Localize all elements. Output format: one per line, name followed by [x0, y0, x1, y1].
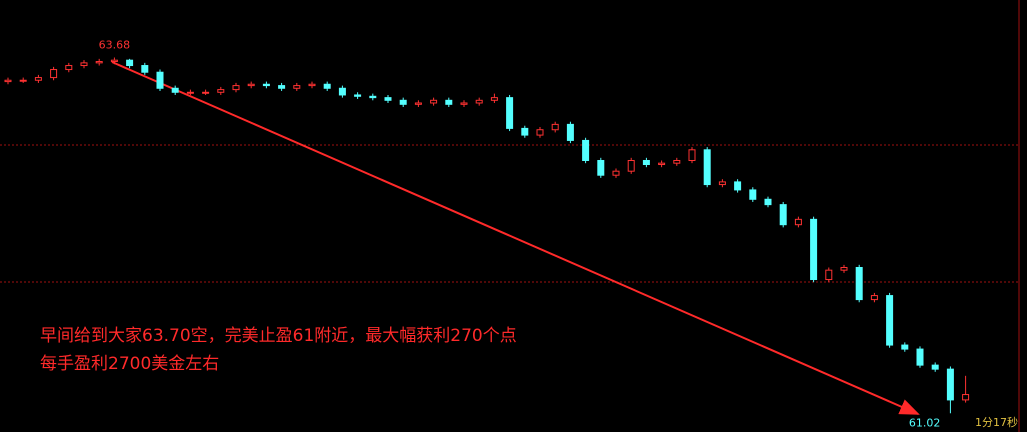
- candle-body: [749, 189, 757, 200]
- candle-body: [855, 266, 863, 301]
- candle-body: [779, 204, 787, 226]
- candle-body: [794, 218, 802, 226]
- candle-body: [80, 62, 88, 67]
- candle-body: [414, 102, 422, 105]
- candle-body: [840, 266, 848, 271]
- candle-body: [764, 198, 772, 206]
- trend-arrow: [111, 61, 920, 415]
- candle-body: [399, 99, 407, 105]
- candle-body: [703, 149, 711, 186]
- candle-body: [110, 59, 118, 63]
- candle-body: [490, 97, 498, 101]
- candle-body: [65, 65, 73, 71]
- low-label: 61.02: [909, 416, 941, 429]
- candle-body: [566, 123, 574, 141]
- candle-body: [293, 85, 301, 89]
- candle-body: [718, 181, 726, 186]
- candle-body: [247, 83, 255, 87]
- candle-body: [126, 59, 134, 67]
- candle-body: [673, 159, 681, 164]
- candle-body: [870, 295, 878, 301]
- candle-body: [825, 269, 833, 281]
- candle-body: [688, 149, 696, 161]
- candle-body: [627, 159, 635, 172]
- candle-body: [582, 139, 590, 161]
- candle-body: [384, 97, 392, 101]
- candle-body: [551, 123, 559, 131]
- candle-body: [916, 348, 924, 366]
- candle-body: [19, 79, 27, 82]
- candle-body: [186, 91, 194, 94]
- candle-body: [962, 394, 970, 401]
- candle-body: [278, 85, 286, 89]
- candle-body: [658, 162, 666, 166]
- candle-body: [612, 170, 620, 176]
- candle-body: [506, 97, 514, 129]
- candle-body: [171, 87, 179, 93]
- candle-body: [95, 61, 103, 64]
- candle-body: [734, 181, 742, 191]
- candle-body: [262, 83, 270, 87]
- candle-body: [521, 127, 529, 136]
- candle-body: [475, 99, 483, 104]
- high-label: 63.68: [99, 39, 131, 52]
- annotation: 每手盈利2700美金左右: [40, 354, 219, 374]
- candle-body: [308, 83, 316, 87]
- candle-body: [642, 159, 650, 166]
- candle-body: [202, 91, 210, 94]
- candle-body: [338, 87, 346, 96]
- candle-body: [156, 71, 164, 89]
- candle-body: [931, 364, 939, 370]
- time-label: 1分17秒: [975, 415, 1018, 429]
- candle-body: [445, 99, 453, 105]
- candle-body: [430, 99, 438, 104]
- candle-body: [354, 94, 362, 97]
- candle-body: [141, 65, 149, 73]
- candle-body: [323, 83, 331, 89]
- candle-body: [4, 79, 12, 83]
- candle-body: [369, 95, 377, 99]
- candle-body: [810, 218, 818, 281]
- candle-body: [34, 77, 42, 81]
- candle-body: [232, 85, 240, 91]
- candle-body: [946, 368, 954, 401]
- candle-body: [217, 89, 225, 93]
- candle-body: [901, 344, 909, 350]
- candle-body: [597, 159, 605, 176]
- annotation: 早间给到大家63.70空，完美止盈61附近，最大幅获利270个点: [40, 326, 517, 346]
- candle-body: [50, 69, 58, 79]
- candle-body: [460, 102, 468, 105]
- candle-body: [536, 129, 544, 136]
- candle-body: [886, 295, 894, 346]
